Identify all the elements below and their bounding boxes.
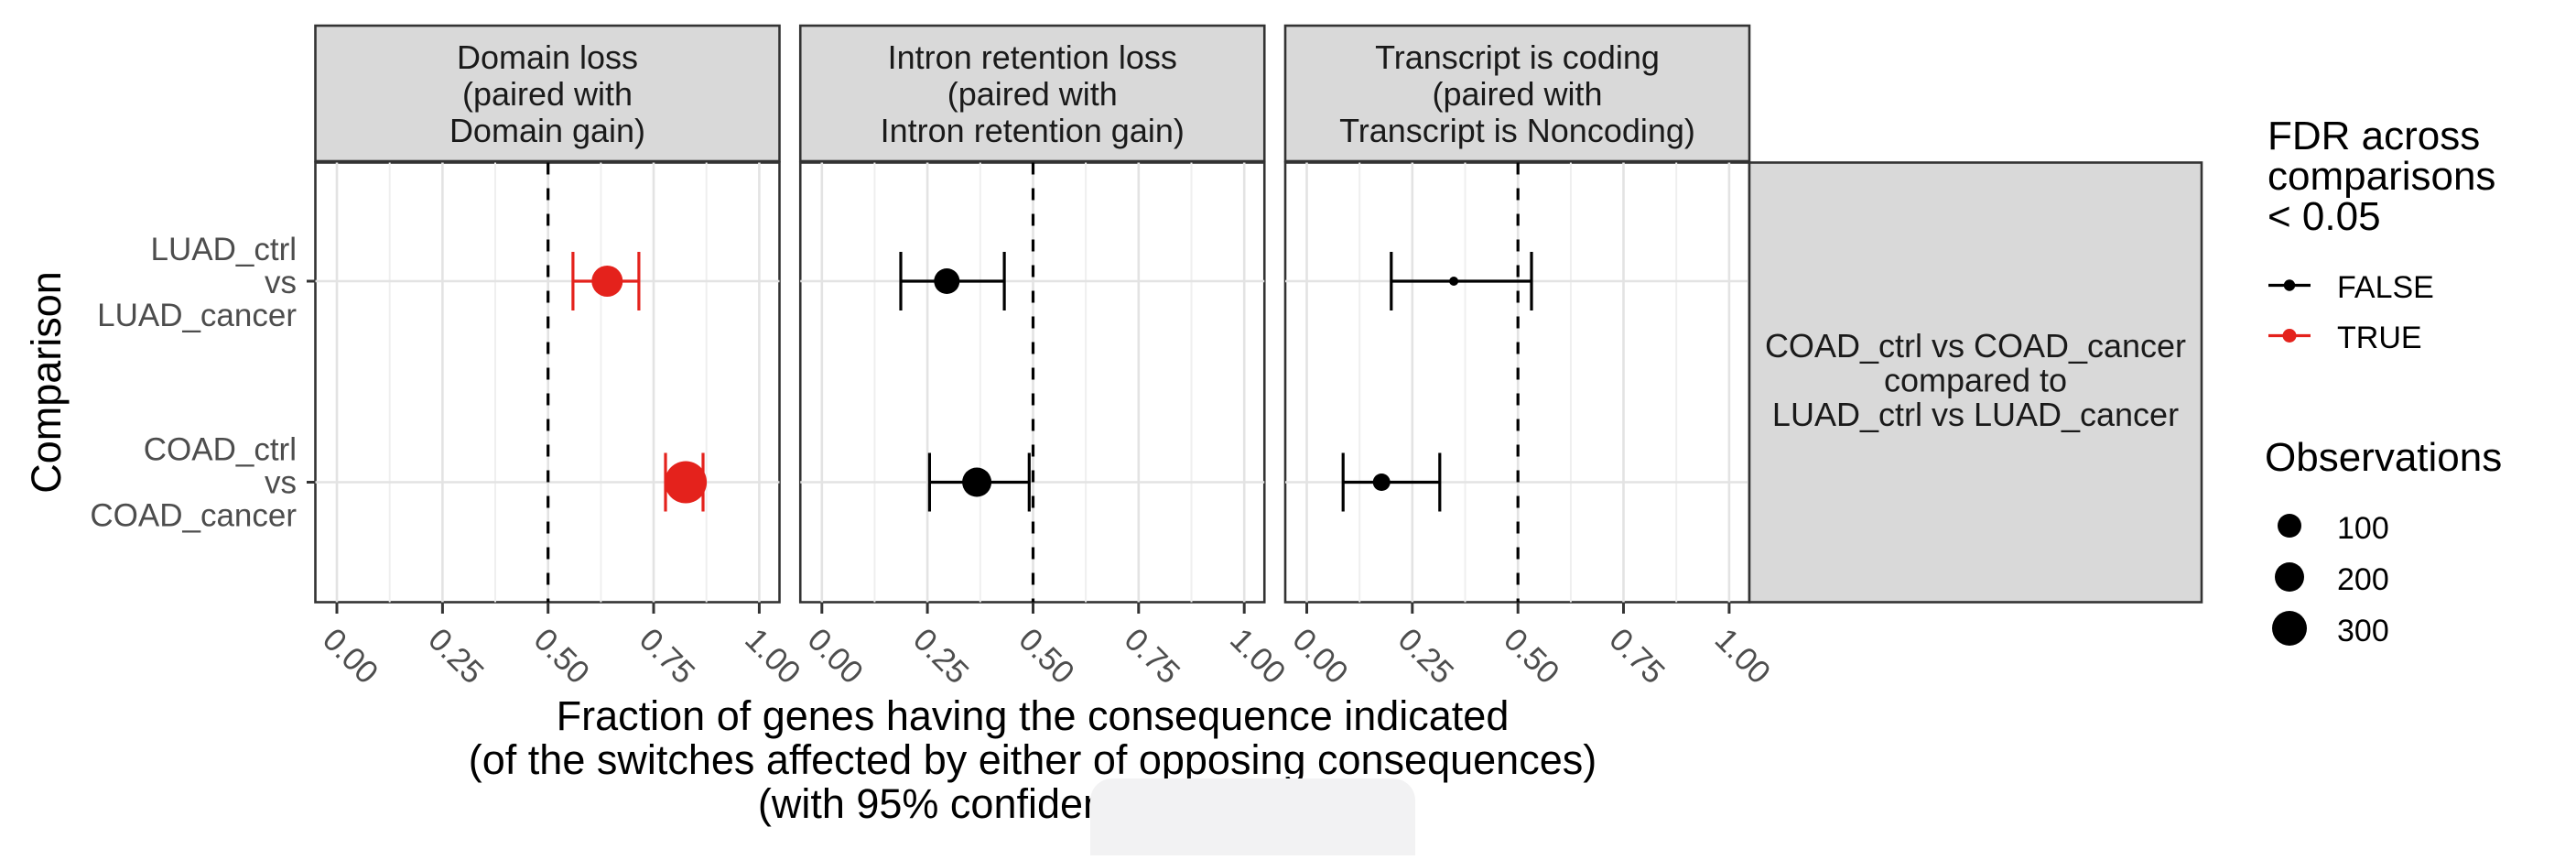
svg-text:COAD_ctrl: COAD_ctrl [144,432,297,468]
svg-text:Transcript is Noncoding): Transcript is Noncoding) [1339,112,1695,149]
svg-text:comparisons: comparisons [2268,154,2495,199]
svg-text:vs: vs [265,265,297,300]
svg-text:Intron retention loss: Intron retention loss [888,38,1177,76]
svg-text:Intron retention gain): Intron retention gain) [881,112,1185,149]
svg-text:< 0.05: < 0.05 [2268,194,2381,239]
svg-text:200: 200 [2337,562,2389,597]
svg-text:vs: vs [265,465,297,501]
svg-text:100: 100 [2337,511,2389,546]
svg-text:(of the switches affected by e: (of the switches affected by either of o… [469,736,1596,783]
svg-text:Domain loss: Domain loss [457,38,638,76]
svg-text:compared to: compared to [1884,362,2067,399]
svg-text:(paired with: (paired with [947,75,1118,113]
svg-text:FALSE: FALSE [2337,270,2434,305]
svg-text:Comparison: Comparison [23,271,70,494]
svg-text:(paired with: (paired with [462,75,633,113]
svg-text:Observations: Observations [2265,435,2502,480]
svg-text:COAD_cancer: COAD_cancer [90,498,297,534]
svg-text:LUAD_ctrl: LUAD_ctrl [151,232,297,267]
svg-text:TRUE: TRUE [2337,321,2422,355]
svg-text:COAD_ctrl vs COAD_cancer: COAD_ctrl vs COAD_cancer [1765,327,2186,365]
svg-text:300: 300 [2337,614,2389,648]
svg-text:Fraction of genes having the c: Fraction of genes having the consequence… [557,692,1510,739]
svg-text:Transcript is coding: Transcript is coding [1375,38,1660,76]
svg-text:LUAD_ctrl vs LUAD_cancer: LUAD_ctrl vs LUAD_cancer [1772,396,2179,433]
svg-text:Domain gain): Domain gain) [449,112,645,149]
svg-text:(paired with: (paired with [1432,75,1602,113]
svg-text:FDR across: FDR across [2268,114,2480,158]
svg-text:LUAD_cancer: LUAD_cancer [97,298,297,333]
